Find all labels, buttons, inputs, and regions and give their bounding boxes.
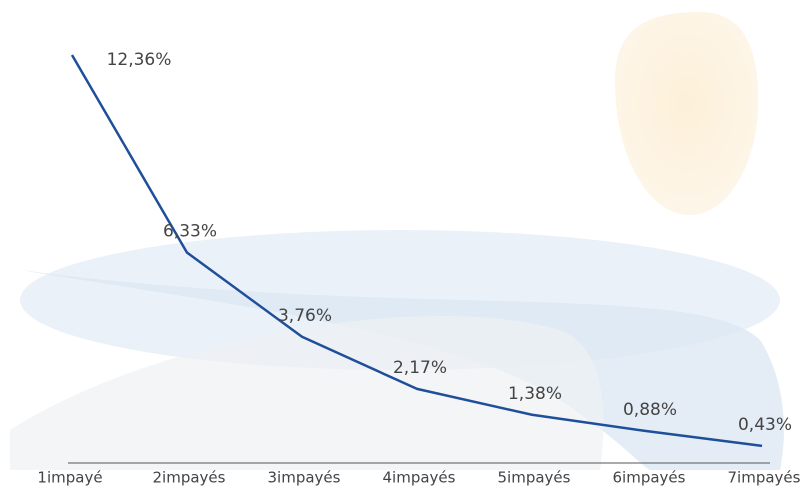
x-tick-label: 4impayés: [383, 469, 456, 487]
x-tick-label: 2impayés: [153, 469, 226, 487]
bg-swoosh-2: [10, 316, 604, 470]
x-tick-label: 6impayés: [613, 469, 686, 487]
data-label: 6,33%: [163, 222, 217, 242]
data-label: 3,76%: [278, 306, 332, 326]
x-tick-label: 3impayés: [268, 469, 341, 487]
data-label: 12,36%: [107, 50, 172, 70]
bg-egg: [615, 12, 759, 215]
x-tick-label: 7impayés: [728, 469, 801, 487]
line: [70, 54, 763, 448]
x-tick-label: 1impayé: [37, 469, 102, 487]
data-label: 0,88%: [623, 400, 677, 420]
data-label: 2,17%: [393, 358, 447, 378]
x-tick-label: 5impayés: [498, 469, 571, 487]
data-label: 0,43%: [738, 415, 792, 435]
data-label: 1,38%: [508, 384, 562, 404]
